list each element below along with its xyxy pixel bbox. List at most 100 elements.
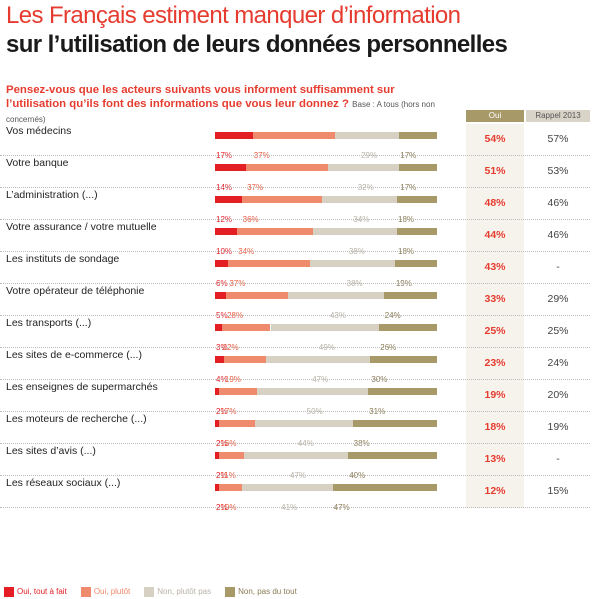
legend: Oui, tout à fait Oui, plutôt Non, plutôt… <box>4 586 297 598</box>
bar-segment <box>332 484 437 491</box>
bar-segment <box>215 484 220 491</box>
oui-total-value: 48% <box>484 197 506 209</box>
chart-row: Vos médecins 17% 37% 29% 17% 54% 57% <box>0 124 595 160</box>
category-label: Les réseaux sociaux (...) <box>6 477 121 489</box>
rappel-2013-value: - <box>556 261 560 273</box>
row-separator <box>0 283 590 284</box>
row-separator <box>0 219 590 220</box>
bar-segment <box>219 484 242 491</box>
stacked-bar: 12% 36% 34% 18% <box>215 196 437 224</box>
bar-segment <box>310 260 395 267</box>
bar-segment <box>246 164 329 171</box>
row-separator <box>0 475 590 476</box>
legend-swatch <box>225 587 236 597</box>
category-label: Votre assurance / votre mutuelle <box>6 221 157 233</box>
rappel-2013-value: 20% <box>547 389 569 401</box>
rappel-2013-value: 46% <box>547 229 569 241</box>
bar-segment <box>352 420 437 427</box>
oui-total-value: 43% <box>484 261 506 273</box>
bar-segment <box>241 484 333 491</box>
oui-total-value: 23% <box>484 357 506 369</box>
category-label: Les transports (...) <box>6 317 92 329</box>
bar-segment <box>397 228 437 235</box>
chart-row: Les réseaux sociaux (...) 2% 10% 41% 47% 12% 1… <box>0 476 595 512</box>
chart-row: Les instituts de sondage 6% 37% 38% 19% 43% - <box>0 252 595 288</box>
rappel-2013-value: 46% <box>547 197 569 209</box>
bar-segment <box>321 196 398 203</box>
rappel-2013-value: 15% <box>547 485 569 497</box>
row-separator <box>0 187 590 188</box>
chart-row: Les moteurs de recherche (...) 2% 16% 44% 38… <box>0 412 595 448</box>
oui-total-value: 25% <box>484 325 506 337</box>
row-separator <box>0 411 590 412</box>
row-separator <box>0 347 590 348</box>
category-label: Les moteurs de recherche (...) <box>6 413 147 425</box>
legend-swatch <box>144 587 155 597</box>
oui-total-value: 13% <box>484 453 506 465</box>
bar-segment <box>215 452 220 459</box>
oui-total-value: 54% <box>484 133 506 145</box>
chart-row: Les transports (...) 3% 22% 49% 26% 25% 25% <box>0 316 595 352</box>
legend-swatch <box>4 587 14 597</box>
question-main: Pensez-vous que les acteurs suivants vou… <box>6 84 395 110</box>
stacked-bar: 3% 22% 49% 26% <box>215 324 437 352</box>
category-label: Les instituts de sondage <box>6 253 120 265</box>
oui-total-value: 18% <box>484 421 506 433</box>
bar-segment <box>226 292 289 299</box>
bar-segment <box>223 356 267 363</box>
category-label: Les sites d’avis (...) <box>6 445 96 457</box>
bar-segment <box>270 324 380 331</box>
bar-segment <box>215 356 224 363</box>
bar-segment <box>219 388 258 395</box>
row-separator <box>0 315 590 316</box>
bar-segment <box>243 452 349 459</box>
bar-segment <box>219 420 255 427</box>
bar-segment <box>215 228 238 235</box>
oui-total-value: 33% <box>484 293 506 305</box>
stacked-bar: 2% 11% 47% 40% <box>215 452 437 480</box>
stacked-bar: 2% 10% 41% 47% <box>215 484 437 512</box>
stacked-bar: 5% 28% 43% 24% <box>215 292 437 320</box>
legend-label: Non, pas du tout <box>238 587 297 596</box>
row-separator <box>0 155 590 156</box>
rappel-2013-value: 19% <box>547 421 569 433</box>
stacked-bar: 2% 17% 50% 31% <box>215 388 437 416</box>
stacked-bar: 14% 37% 32% 17% <box>215 164 437 192</box>
column-header-oui: Oui <box>466 110 524 122</box>
bar-segment <box>312 228 398 235</box>
legend-item: Oui, tout à fait <box>4 586 67 598</box>
row-separator <box>0 507 590 508</box>
bar-segment <box>288 292 384 299</box>
rappel-2013-value: - <box>556 453 560 465</box>
category-label: L’administration (...) <box>6 189 98 201</box>
bar-segment <box>399 164 437 171</box>
bar-segment <box>237 228 313 235</box>
stacked-bar: 2% 16% 44% 38% <box>215 420 437 448</box>
bar-segment <box>348 452 437 459</box>
stacked-bar: 4% 19% 47% 30% <box>215 356 437 384</box>
bar-segment <box>370 356 437 363</box>
bar-segment <box>215 164 247 171</box>
bar-segment <box>334 132 400 139</box>
bar-segment <box>215 388 220 395</box>
rappel-2013-value: 24% <box>547 357 569 369</box>
bar-segment <box>379 324 437 331</box>
bar-segment <box>215 196 242 203</box>
chart-row: Votre opérateur de téléphonie 5% 28% 43% 24%… <box>0 284 595 320</box>
bar-segment <box>397 196 437 203</box>
title-line-1: Les Français estiment manquer d’informat… <box>6 2 461 29</box>
rappel-2013-value: 53% <box>547 165 569 177</box>
stacked-bar: 6% 37% 38% 19% <box>215 260 437 288</box>
rappel-2013-value: 57% <box>547 133 569 145</box>
bar-segment <box>394 260 437 267</box>
rappel-2013-value: 25% <box>547 325 569 337</box>
bar-segment <box>254 420 353 427</box>
chart-row: Votre assurance / votre mutuelle 10% 34% 38… <box>0 220 595 256</box>
legend-item: Non, pas du tout <box>225 586 297 598</box>
category-label: Les sites de e-commerce (...) <box>6 349 142 361</box>
oui-total-value: 19% <box>484 389 506 401</box>
bar-segment <box>399 132 437 139</box>
row-separator <box>0 251 590 252</box>
stacked-bar: 10% 34% 38% 18% <box>215 228 437 256</box>
row-separator <box>0 379 590 380</box>
